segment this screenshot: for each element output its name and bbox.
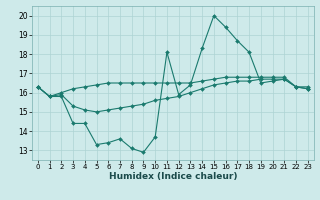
X-axis label: Humidex (Indice chaleur): Humidex (Indice chaleur) [108, 172, 237, 181]
